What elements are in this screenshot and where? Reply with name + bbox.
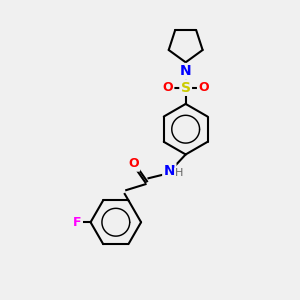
Text: S: S xyxy=(181,81,191,94)
Text: N: N xyxy=(164,164,175,178)
Text: N: N xyxy=(180,64,191,78)
Text: O: O xyxy=(163,81,173,94)
Text: O: O xyxy=(128,158,139,170)
Text: H: H xyxy=(175,168,183,178)
Text: F: F xyxy=(73,216,81,229)
Text: O: O xyxy=(198,81,209,94)
